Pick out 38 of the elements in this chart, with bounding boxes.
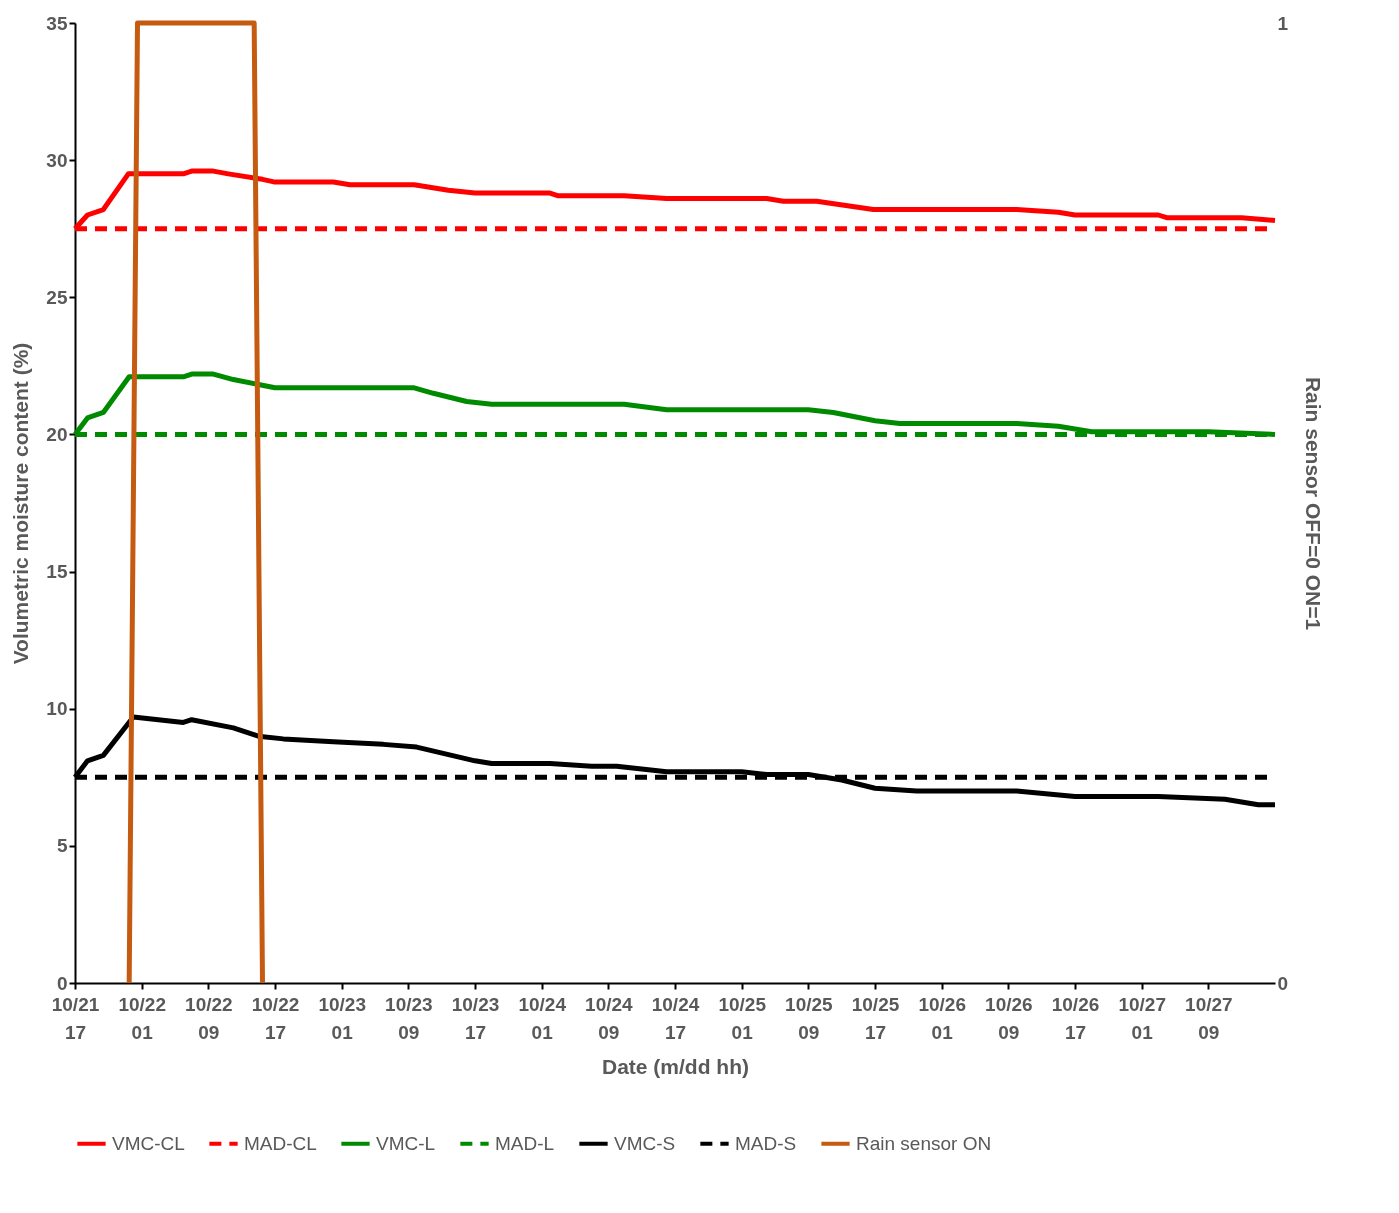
legend-label: VMC-S — [614, 1132, 676, 1154]
y2-axis-title: Rain sensor OFF=0 ON=1 — [1302, 376, 1326, 631]
x-axis-title: Date (m/dd hh) — [602, 1054, 749, 1078]
x-tick-label: 10/24 17 — [651, 993, 700, 1043]
x-tick-label: 10/27 01 — [1118, 993, 1166, 1043]
x-tick-label: 10/25 01 — [718, 993, 767, 1043]
x-tick-label: 10/25 17 — [851, 993, 900, 1043]
x-tick-label: 10/23 17 — [451, 993, 500, 1043]
legend-label: VMC-L — [376, 1132, 436, 1154]
y2-tick-label: 1 — [1277, 12, 1289, 34]
x-tick-label: 10/23 01 — [318, 993, 366, 1043]
x-tick-label: 10/27 09 — [1185, 993, 1233, 1043]
x-tick-label: 10/25 09 — [785, 993, 834, 1043]
x-tick-label: 10/22 09 — [185, 993, 233, 1043]
legend-label: MAD-L — [495, 1132, 555, 1154]
y-tick-label: 20 — [46, 423, 68, 445]
y-tick-label: 5 — [56, 835, 68, 857]
y-tick-label: 25 — [46, 286, 68, 308]
y-axis-title: Volumetric moisture content (%) — [9, 342, 33, 665]
x-tick-label: 10/24 09 — [585, 993, 634, 1043]
y-tick-label: 15 — [46, 561, 68, 583]
x-tick-label: 10/26 17 — [1051, 993, 1100, 1043]
x-tick-label: 10/26 01 — [918, 993, 966, 1043]
x-tick-label: 10/22 17 — [251, 993, 300, 1043]
legend-label: VMC-CL — [112, 1132, 185, 1154]
y-tick-label: 30 — [46, 149, 68, 171]
x-tick-label: 10/24 01 — [518, 993, 567, 1043]
x-tick-label: 10/26 09 — [985, 993, 1033, 1043]
y2-tick-label: 0 — [1277, 972, 1289, 994]
legend-label: Rain sensor ON — [856, 1132, 992, 1154]
y-tick-label: 0 — [56, 972, 68, 994]
y-tick-label: 10 — [46, 698, 68, 720]
x-tick-label: 10/21 17 — [51, 993, 100, 1043]
x-tick-label: 10/23 09 — [385, 993, 433, 1043]
y-tick-label: 35 — [46, 12, 68, 34]
x-tick-label: 10/22 01 — [118, 993, 166, 1043]
legend-label: MAD-S — [735, 1132, 797, 1154]
legend-label: MAD-CL — [244, 1132, 317, 1154]
